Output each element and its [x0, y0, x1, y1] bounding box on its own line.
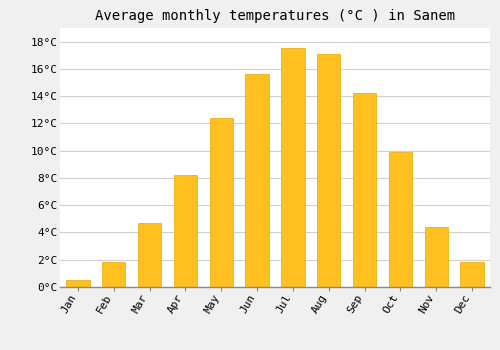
- Bar: [102, 262, 126, 287]
- Bar: [246, 74, 268, 287]
- Bar: [138, 223, 161, 287]
- Bar: [66, 280, 90, 287]
- Bar: [460, 262, 483, 287]
- Bar: [424, 227, 448, 287]
- Bar: [389, 152, 412, 287]
- Bar: [174, 175, 197, 287]
- Bar: [210, 118, 233, 287]
- Bar: [282, 48, 304, 287]
- Title: Average monthly temperatures (°C ) in Sanem: Average monthly temperatures (°C ) in Sa…: [95, 9, 455, 23]
- Bar: [317, 54, 340, 287]
- Bar: [353, 93, 376, 287]
